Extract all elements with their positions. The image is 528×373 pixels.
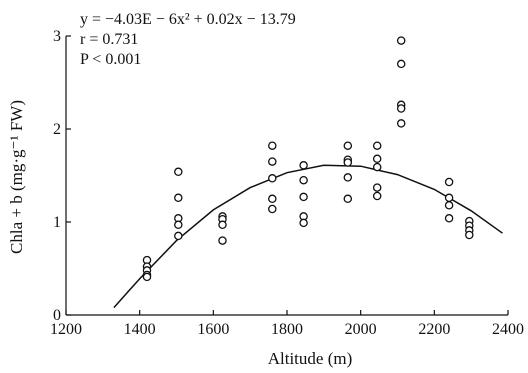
y-axis-title: Chla + b (mg·g⁻¹ FW) xyxy=(7,100,26,254)
y-tick-label: 1 xyxy=(53,214,61,231)
data-point xyxy=(268,157,277,166)
x-tick-label: 2200 xyxy=(418,321,450,338)
data-point xyxy=(343,194,353,204)
data-point xyxy=(372,154,382,164)
data-point xyxy=(343,158,353,167)
equation-annotation: y = −4.03E − 6x² + 0.02x − 13.79 r = 0.7… xyxy=(80,11,296,68)
data-point xyxy=(396,36,406,45)
data-point xyxy=(174,231,183,241)
data-point xyxy=(174,193,183,203)
data-point xyxy=(444,214,454,223)
data-point xyxy=(268,141,277,150)
data-point xyxy=(372,183,382,192)
data-point xyxy=(268,204,277,214)
data-point xyxy=(218,220,227,230)
r-value-text: r = 0.731 xyxy=(80,31,138,48)
x-tick-label: 1200 xyxy=(50,321,82,338)
x-tick-label: 1800 xyxy=(271,321,303,338)
data-point xyxy=(299,175,308,185)
y-axis-ticks: 0 1 2 3 xyxy=(53,28,71,324)
data-point xyxy=(444,177,454,187)
data-point xyxy=(174,167,183,177)
x-tick-label: 1600 xyxy=(197,321,229,338)
data-point xyxy=(396,119,406,128)
y-tick-label: 3 xyxy=(53,28,61,45)
data-point xyxy=(299,192,308,202)
x-tick-label: 1400 xyxy=(124,321,156,338)
data-point xyxy=(343,173,353,182)
data-point xyxy=(174,220,183,230)
x-axis-title: Altitude (m) xyxy=(268,349,353,368)
data-point xyxy=(396,59,406,69)
x-tick-label: 2400 xyxy=(492,321,524,338)
data-point xyxy=(372,141,382,150)
y-tick-label: 2 xyxy=(53,121,61,138)
data-point xyxy=(268,174,277,183)
data-point xyxy=(396,104,406,113)
data-point xyxy=(372,162,382,172)
axes xyxy=(65,36,508,316)
data-point xyxy=(142,272,152,282)
data-point xyxy=(218,236,227,245)
y-tick-label: 0 xyxy=(53,307,61,324)
data-point xyxy=(444,201,454,210)
data-point xyxy=(268,194,277,204)
fit-curve-layer xyxy=(113,164,503,309)
p-value-text: P < 0.001 xyxy=(80,51,141,68)
data-point xyxy=(299,218,308,228)
x-tick-label: 2000 xyxy=(345,321,377,338)
data-point xyxy=(343,141,353,150)
data-point xyxy=(299,161,308,170)
data-points-layer xyxy=(142,36,474,282)
data-point xyxy=(465,230,474,240)
x-axis-ticks: 1200 1400 1600 1800 2000 2200 2400 xyxy=(50,310,524,338)
data-point xyxy=(444,193,454,203)
fit-curve xyxy=(113,164,503,309)
data-point xyxy=(372,191,382,201)
equation-text: y = −4.03E − 6x² + 0.02x − 13.79 xyxy=(80,11,296,28)
